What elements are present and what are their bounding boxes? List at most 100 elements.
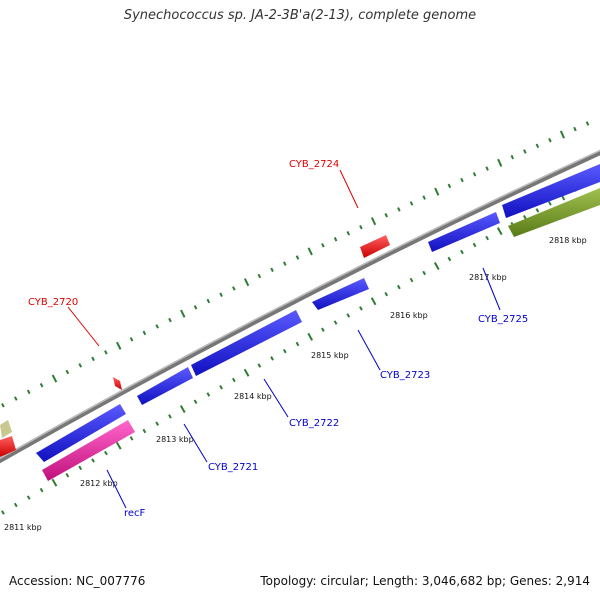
scale-2811: 2811 kbp — [4, 523, 42, 532]
tick-mark — [472, 172, 477, 177]
tick-mark — [559, 130, 566, 139]
tick-mark — [26, 389, 31, 395]
tick-mark — [422, 195, 426, 200]
tick-mark — [359, 224, 363, 230]
tick-mark — [447, 183, 452, 189]
label-cyb2725[interactable]: CYB_2725 — [478, 314, 528, 325]
tick-mark — [307, 332, 314, 341]
tick-mark — [193, 305, 198, 310]
tick-mark — [333, 237, 338, 242]
forward-genes — [0, 164, 600, 462]
gene-labels: CYB_2720 CYB_2724 CYB_2721 CYB_2722 CYB_… — [28, 159, 528, 519]
label-cyb2722[interactable]: CYB_2722 — [289, 418, 339, 429]
label-cyb2724[interactable]: CYB_2724 — [289, 159, 339, 170]
tick-mark — [460, 249, 464, 255]
map-title: Synechococcus sp. JA-2-3B'a(2-13), compl… — [123, 8, 477, 23]
tick-mark — [219, 385, 223, 390]
tick-mark — [26, 495, 31, 500]
scale-2815: 2815 kbp — [311, 351, 349, 360]
gene-blue-4[interactable] — [312, 278, 369, 310]
tick-mark — [155, 324, 159, 329]
tick-mark — [535, 143, 540, 149]
tick-mark — [307, 247, 313, 256]
gene-pink-recf[interactable] — [42, 420, 135, 481]
genome-stats-text: Topology: circular; Length: 3,046,682 bp… — [260, 574, 590, 588]
tick-mark — [359, 306, 363, 311]
tick-mark — [535, 208, 540, 213]
tick-mark — [397, 284, 401, 290]
tick-mark — [510, 154, 515, 160]
tick-mark — [104, 350, 108, 355]
gene-red-left[interactable] — [0, 436, 16, 457]
tick-mark — [65, 473, 70, 478]
tick-mark — [370, 217, 377, 226]
gene-blue-5[interactable] — [428, 212, 500, 252]
tick-mark — [257, 363, 262, 368]
tick-mark — [91, 458, 95, 463]
tick-mark — [295, 255, 300, 260]
label-cyb2723[interactable]: CYB_2723 — [380, 370, 430, 381]
gene-khaki[interactable] — [0, 420, 12, 438]
scale-2818: 2818 kbp — [549, 236, 587, 245]
scale-2814: 2814 kbp — [234, 392, 272, 401]
accession-text: Accession: NC_007776 — [9, 574, 146, 588]
tick-mark — [422, 270, 426, 276]
gene-red-cyb2724[interactable] — [360, 235, 390, 258]
tick-mark — [282, 348, 287, 354]
gene-olive[interactable] — [508, 188, 600, 237]
tick-mark — [1, 510, 5, 515]
tick-mark — [321, 243, 325, 248]
tick-mark — [1, 403, 5, 408]
tick-mark — [447, 256, 452, 262]
gene-red-cyb2720[interactable] — [113, 377, 122, 390]
tick-mark — [384, 291, 389, 297]
tick-mark — [39, 487, 44, 493]
gene-blue-1[interactable] — [36, 404, 126, 462]
tick-mark — [384, 213, 389, 218]
tick-mark — [333, 320, 338, 325]
tick-mark — [370, 297, 377, 306]
gene-blue-3[interactable] — [191, 310, 302, 376]
scale-labels: 2811 kbp 2812 kbp 2813 kbp 2814 kbp 2815… — [4, 236, 587, 532]
tick-mark — [78, 363, 83, 368]
tick-mark — [497, 158, 503, 167]
tick-mark — [523, 215, 527, 220]
tick-mark — [206, 392, 211, 397]
gene-blue-2[interactable] — [137, 367, 193, 405]
tick-mark — [548, 137, 552, 143]
tick-mark — [193, 399, 198, 405]
tick-mark — [573, 126, 577, 132]
tick-mark — [585, 121, 590, 126]
tick-mark — [346, 313, 351, 318]
tick-mark — [231, 377, 236, 383]
tick-mark — [116, 341, 122, 350]
tick-mark — [243, 368, 250, 377]
label-cyb2721[interactable]: CYB_2721 — [208, 462, 258, 473]
tick-mark — [51, 478, 58, 487]
gene-blue-6[interactable] — [502, 164, 600, 218]
tick-mark — [346, 230, 351, 236]
tick-mark — [180, 309, 186, 318]
tick-mark — [232, 286, 236, 291]
scale-2812: 2812 kbp — [80, 479, 118, 488]
tick-mark — [270, 267, 274, 273]
tick-mark — [14, 396, 18, 401]
scale-2817: 2817 kbp — [469, 273, 507, 282]
label-recf[interactable]: recF — [124, 508, 146, 519]
tick-mark — [523, 149, 527, 154]
tick-mark — [472, 242, 477, 248]
tick-mark — [51, 374, 58, 383]
tick-mark — [168, 317, 172, 323]
label-cyb2720[interactable]: CYB_2720 — [28, 297, 78, 308]
tick-mark — [129, 337, 134, 342]
reverse-genes — [42, 188, 600, 481]
outer-tick-ring — [1, 121, 590, 408]
tick-mark — [129, 436, 134, 441]
gene-callouts — [67, 169, 501, 509]
tick-mark — [433, 262, 440, 270]
tick-mark — [142, 330, 147, 336]
tick-mark — [219, 292, 223, 297]
tick-mark — [142, 428, 147, 434]
tick-mark — [409, 277, 414, 283]
